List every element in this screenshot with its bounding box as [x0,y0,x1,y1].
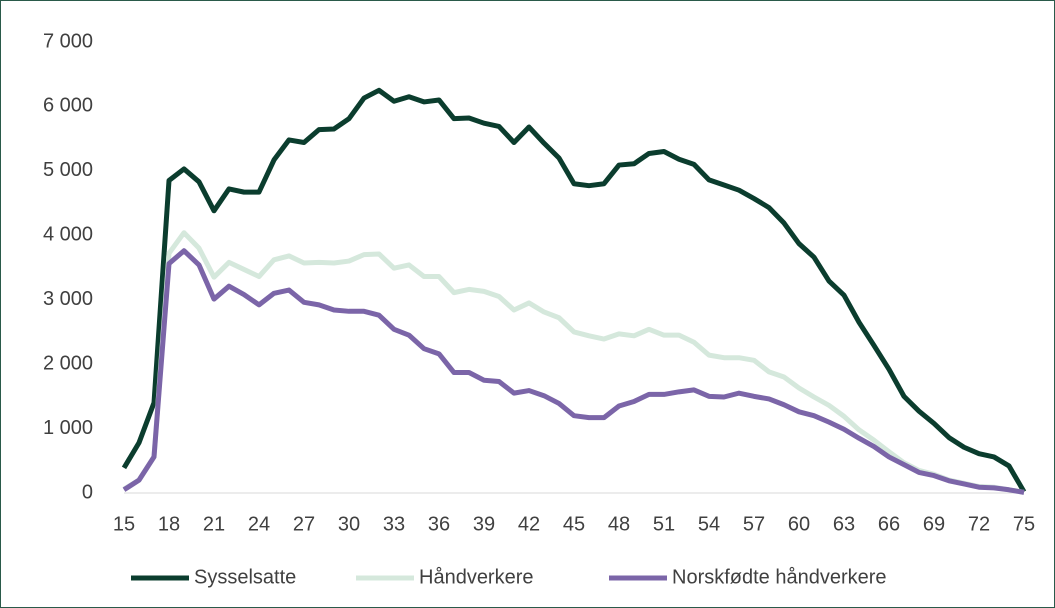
series-line [121,87,1027,493]
x-tick-label: 24 [248,513,270,535]
x-tick-label: 36 [428,513,450,535]
x-tick-label: 75 [1013,513,1035,535]
x-tick-label: 72 [968,513,990,535]
y-tick-label: 1 000 [43,417,93,439]
x-tick-label: 60 [788,513,810,535]
x-tick-label: 45 [563,513,585,535]
y-tick-label: 5 000 [43,159,93,181]
y-tick-label: 2 000 [43,352,93,374]
legend-label: Norskfødte håndverkere [672,566,887,588]
series-line [122,248,1025,495]
y-tick-label: 3 000 [43,288,93,310]
legend-label: Sysselsatte [194,566,296,588]
x-tick-label: 54 [698,513,720,535]
y-tick-label: 0 [82,481,93,503]
x-tick-label: 63 [833,513,855,535]
x-tick-label: 48 [608,513,630,535]
x-tick-label: 39 [473,513,495,535]
x-tick-label: 57 [743,513,765,535]
x-tick-label: 30 [338,513,360,535]
x-tick-label: 21 [203,513,225,535]
x-tick-label: 33 [383,513,405,535]
y-tick-label: 4 000 [43,224,93,246]
x-tick-label: 18 [158,513,180,535]
x-tick-label: 51 [653,513,675,535]
y-tick-label: 6 000 [43,95,93,117]
y-tick-label: 7 000 [43,30,93,52]
series-line [122,230,1025,495]
legend-label: Håndverkere [419,566,534,588]
x-tick-label: 27 [293,513,315,535]
x-tick-label: 15 [113,513,135,535]
x-tick-label: 42 [518,513,540,535]
x-tick-label: 66 [878,513,900,535]
x-tick-label: 69 [923,513,945,535]
